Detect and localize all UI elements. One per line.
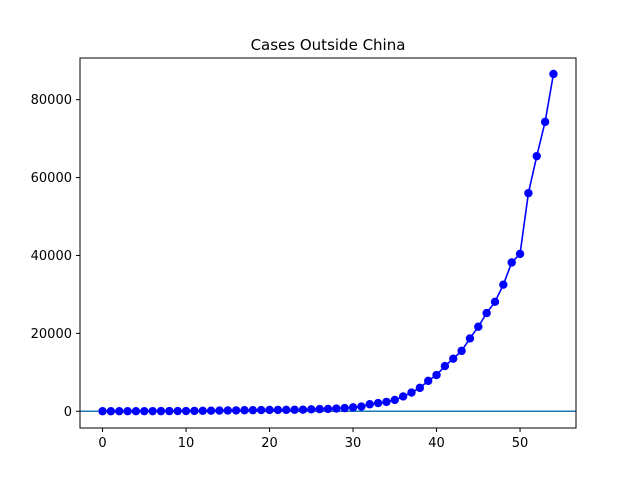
data-point [215, 406, 224, 415]
data-point [432, 370, 441, 380]
data-point [98, 407, 107, 416]
data-point [240, 406, 249, 415]
data-point [507, 258, 516, 267]
x-tick-label: 30 [345, 436, 362, 451]
x-tick-label: 50 [512, 436, 529, 451]
data-point [248, 405, 258, 415]
y-tick-label: 80000 [31, 93, 72, 108]
data-point [140, 406, 149, 416]
data-point [482, 308, 491, 318]
series-line [102, 73, 555, 413]
data-point [282, 405, 291, 415]
data-point [307, 405, 316, 414]
data-point [499, 280, 508, 289]
y-tick-label: 20000 [31, 327, 72, 342]
data-point [223, 406, 232, 415]
data-point [106, 407, 116, 416]
data-point [340, 403, 349, 413]
data-point [323, 404, 333, 414]
data-point [190, 406, 199, 416]
y-tick-label: 60000 [31, 171, 72, 186]
data-point [315, 404, 324, 414]
x-tick-label: 20 [261, 436, 278, 451]
data-point [407, 388, 416, 397]
data-point [348, 403, 358, 412]
data-point [115, 407, 124, 416]
x-tick-label: 40 [428, 436, 445, 451]
data-point [198, 406, 207, 416]
data-point [123, 407, 132, 416]
data-point [181, 406, 191, 416]
data-point [549, 69, 558, 79]
data-point [424, 376, 433, 386]
data-point [206, 406, 216, 415]
chart-title: Cases Outside China [251, 36, 406, 54]
data-point [373, 398, 383, 408]
data-point [490, 297, 500, 307]
x-axis: 0 10 20 30 40 50 [98, 428, 528, 451]
data-point [256, 405, 266, 415]
data-point [540, 117, 550, 127]
data-point [173, 406, 182, 416]
data-point [332, 404, 341, 413]
data-point [165, 406, 174, 416]
x-tick-label: 10 [178, 436, 195, 451]
data-point [273, 405, 283, 415]
data-point [474, 322, 483, 331]
data-point [415, 383, 425, 393]
data-point [465, 334, 475, 343]
data-point [131, 406, 141, 416]
data-point [265, 405, 274, 415]
data-point [532, 151, 541, 161]
y-axis: 0 20000 40000 60000 80000 [31, 93, 80, 420]
data-point [357, 402, 366, 411]
data-point [440, 361, 450, 371]
y-tick-label: 0 [64, 405, 72, 420]
data-point [457, 346, 466, 356]
data-point [290, 405, 299, 414]
data-point [449, 354, 458, 363]
data-point [382, 397, 391, 407]
data-point [148, 406, 157, 416]
x-tick-label: 0 [98, 436, 106, 451]
data-point [298, 405, 308, 414]
data-point [390, 395, 400, 405]
data-point [365, 400, 374, 409]
data-point [231, 406, 241, 415]
plot-frame [79, 57, 577, 429]
data-point [398, 392, 408, 401]
data-point [524, 188, 533, 198]
data-point [156, 406, 166, 416]
data-point [515, 249, 525, 259]
y-tick-label: 40000 [31, 249, 72, 264]
